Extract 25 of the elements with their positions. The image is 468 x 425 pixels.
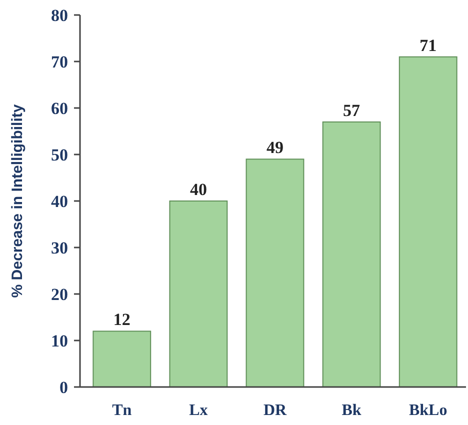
bar — [246, 158, 304, 388]
bar — [92, 330, 152, 388]
data-label: 49 — [266, 138, 284, 158]
x-tick-label: Lx — [189, 402, 208, 419]
x-tick-label: BkLo — [408, 402, 448, 419]
data-label: 71 — [420, 36, 437, 55]
data-label: 40 — [190, 180, 207, 199]
data-label: 57 — [343, 100, 361, 120]
y-tick-label: 10 — [51, 331, 68, 350]
y-tick-label: 80 — [51, 6, 68, 25]
y-tick-label: 40 — [51, 192, 68, 211]
x-tick-label: Tn — [112, 402, 132, 419]
y-tick-label: 70 — [51, 52, 68, 72]
data-label: 12 — [113, 310, 130, 330]
y-tick-label: 30 — [51, 238, 68, 258]
y-tick-label: 50 — [51, 145, 68, 164]
y-axis-title: % Decrease in Intelligibility — [9, 104, 26, 298]
y-tick-label: 60 — [51, 98, 68, 118]
bar — [169, 200, 228, 388]
bar — [398, 56, 458, 388]
y-tick-label: 20 — [51, 284, 68, 304]
x-tick-label: DR — [263, 402, 287, 419]
y-tick-label: 0 — [60, 378, 68, 397]
bar — [322, 121, 381, 388]
x-tick-label: Bk — [342, 402, 362, 419]
